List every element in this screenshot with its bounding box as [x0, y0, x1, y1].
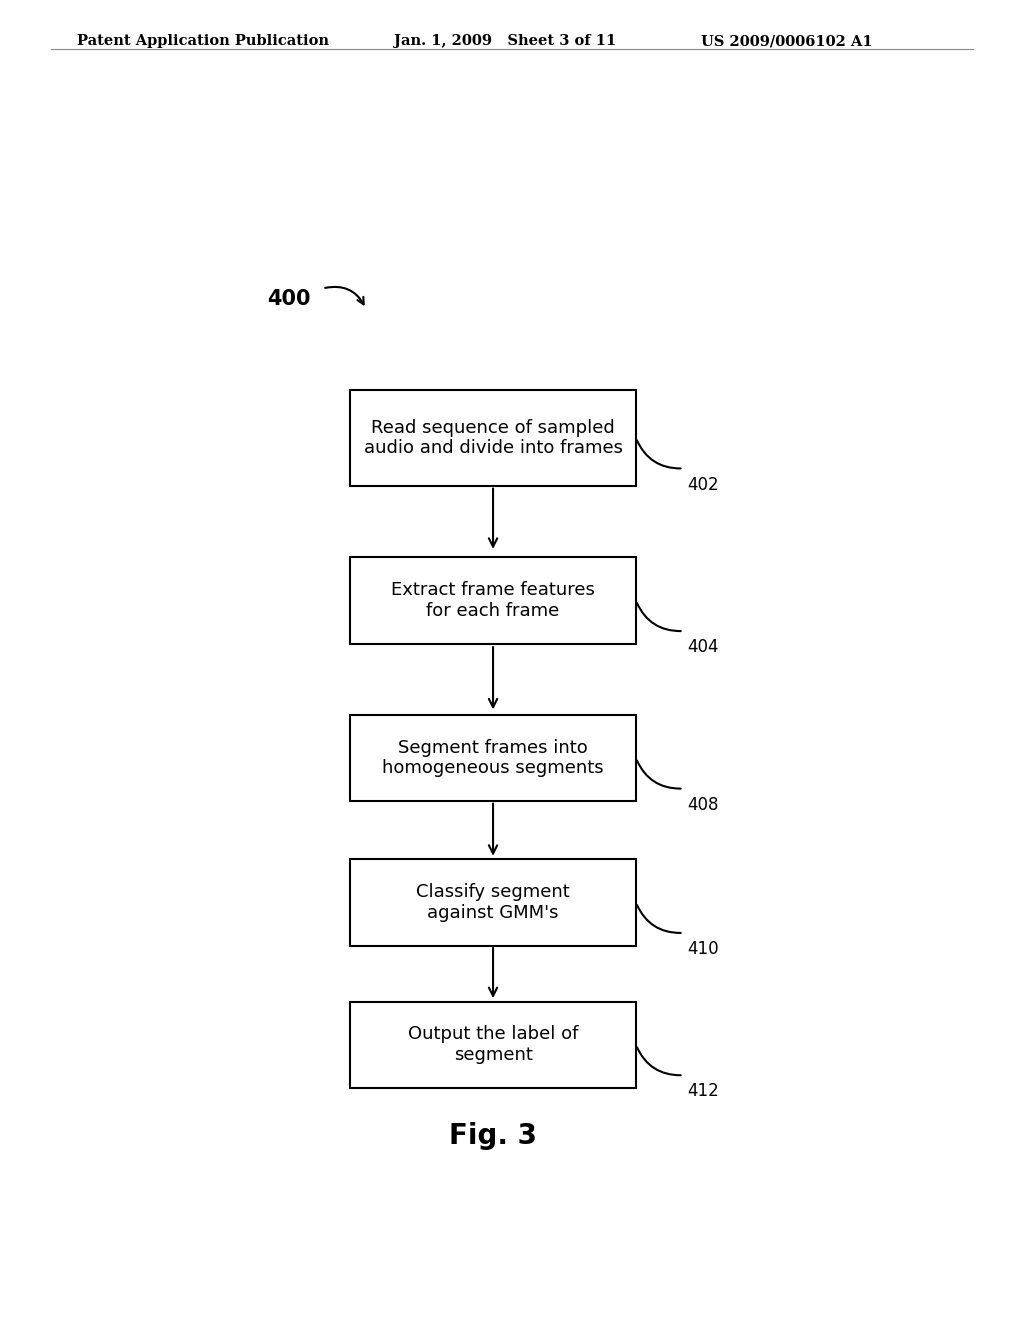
Text: 408: 408 [687, 796, 719, 813]
Text: 404: 404 [687, 638, 719, 656]
Text: 410: 410 [687, 940, 719, 958]
FancyBboxPatch shape [350, 557, 636, 644]
Text: Segment frames into
homogeneous segments: Segment frames into homogeneous segments [382, 739, 604, 777]
FancyBboxPatch shape [350, 1002, 636, 1088]
Text: Classify segment
against GMM's: Classify segment against GMM's [416, 883, 570, 921]
Text: Jan. 1, 2009   Sheet 3 of 11: Jan. 1, 2009 Sheet 3 of 11 [394, 34, 616, 49]
FancyBboxPatch shape [350, 715, 636, 801]
FancyBboxPatch shape [350, 859, 636, 945]
Text: US 2009/0006102 A1: US 2009/0006102 A1 [701, 34, 873, 49]
Text: Fig. 3: Fig. 3 [450, 1122, 537, 1150]
Text: 402: 402 [687, 475, 719, 494]
Text: 412: 412 [687, 1082, 719, 1101]
Text: Extract frame features
for each frame: Extract frame features for each frame [391, 581, 595, 620]
Text: Output the label of
segment: Output the label of segment [408, 1026, 579, 1064]
Text: Read sequence of sampled
audio and divide into frames: Read sequence of sampled audio and divid… [364, 418, 623, 457]
Text: 400: 400 [267, 289, 310, 309]
Text: Patent Application Publication: Patent Application Publication [77, 34, 329, 49]
FancyBboxPatch shape [350, 389, 636, 486]
